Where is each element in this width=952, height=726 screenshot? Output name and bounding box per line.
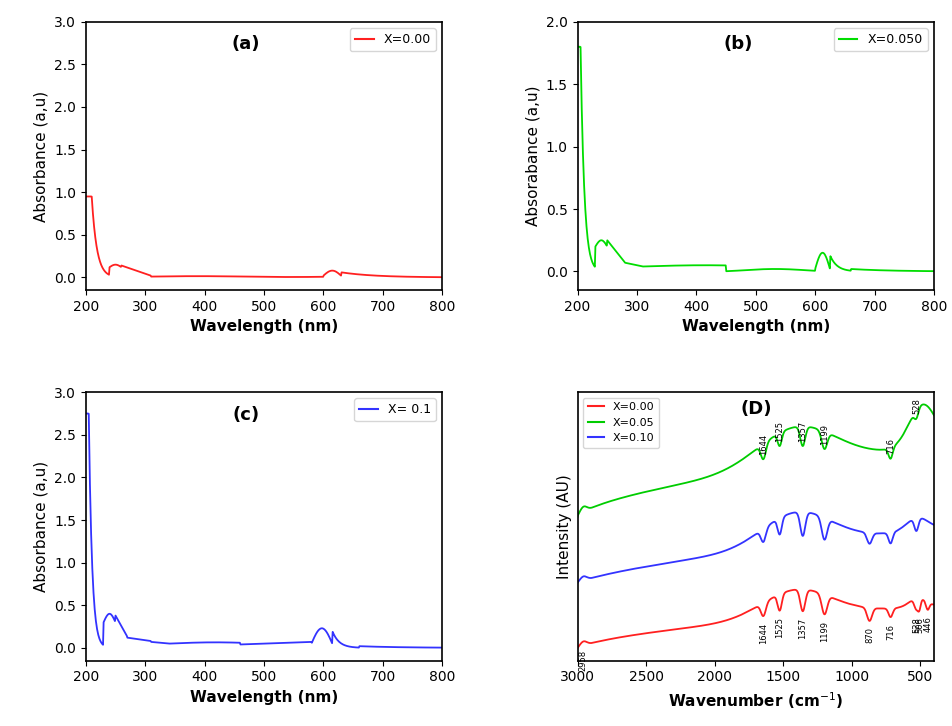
Text: 528: 528 bbox=[911, 616, 920, 632]
Text: 1644: 1644 bbox=[758, 623, 767, 644]
Text: 1525: 1525 bbox=[774, 420, 783, 441]
Text: 716: 716 bbox=[885, 624, 894, 640]
Text: 506: 506 bbox=[914, 617, 922, 633]
Text: 1199: 1199 bbox=[819, 621, 828, 642]
Text: 2958: 2958 bbox=[578, 650, 587, 672]
Text: (a): (a) bbox=[231, 35, 260, 53]
Text: 1357: 1357 bbox=[798, 618, 806, 639]
Text: 870: 870 bbox=[864, 627, 873, 643]
X-axis label: Wavelength (nm): Wavelength (nm) bbox=[681, 319, 829, 335]
Text: 528: 528 bbox=[911, 399, 920, 414]
Text: (b): (b) bbox=[723, 35, 752, 53]
Legend: X=0.00, X=0.05, X=0.10: X=0.00, X=0.05, X=0.10 bbox=[583, 398, 659, 448]
Text: 1644: 1644 bbox=[758, 433, 767, 454]
Text: (D): (D) bbox=[739, 400, 771, 418]
X-axis label: Wavelength (nm): Wavelength (nm) bbox=[189, 319, 338, 335]
Text: 716: 716 bbox=[885, 439, 894, 454]
Legend: X= 0.1: X= 0.1 bbox=[353, 399, 435, 422]
X-axis label: Wavelength (nm): Wavelength (nm) bbox=[189, 690, 338, 705]
Text: 1525: 1525 bbox=[774, 617, 783, 638]
Text: (c): (c) bbox=[232, 406, 260, 424]
Text: 1357: 1357 bbox=[798, 420, 806, 441]
X-axis label: Wavenumber (cm$^{-1}$): Wavenumber (cm$^{-1}$) bbox=[667, 690, 843, 711]
Y-axis label: Absorabance (a,u): Absorabance (a,u) bbox=[525, 86, 540, 227]
Y-axis label: Intensity (AU): Intensity (AU) bbox=[556, 474, 571, 579]
Y-axis label: Absorbance (a,u): Absorbance (a,u) bbox=[33, 461, 49, 592]
Text: 1199: 1199 bbox=[819, 424, 828, 444]
Legend: X=0.00: X=0.00 bbox=[349, 28, 435, 51]
Legend: X=0.050: X=0.050 bbox=[833, 28, 926, 51]
Y-axis label: Absorbance (a,u): Absorbance (a,u) bbox=[33, 91, 49, 221]
Text: 446: 446 bbox=[922, 616, 931, 632]
